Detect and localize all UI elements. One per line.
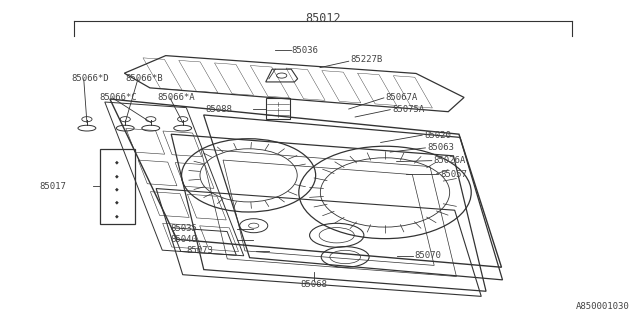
Text: 85067A: 85067A (386, 93, 418, 102)
Text: 85088: 85088 (205, 105, 232, 114)
Text: 85017: 85017 (39, 182, 66, 191)
Text: 85063: 85063 (428, 143, 454, 152)
Text: 85036: 85036 (291, 45, 318, 55)
Text: ◆: ◆ (115, 173, 119, 178)
Text: ◆: ◆ (115, 187, 119, 191)
Text: ◆: ◆ (115, 160, 119, 165)
Text: 85012: 85012 (305, 12, 341, 25)
Text: 85075A: 85075A (392, 105, 424, 114)
Text: 85066*B: 85066*B (125, 74, 163, 83)
Text: 85070: 85070 (415, 251, 442, 260)
Text: ◆: ◆ (115, 200, 119, 205)
Text: 85040: 85040 (170, 235, 197, 244)
Text: A850001030: A850001030 (576, 302, 630, 311)
Text: 85227B: 85227B (351, 55, 383, 64)
Text: 85020: 85020 (424, 131, 451, 140)
Text: 85057: 85057 (440, 170, 467, 179)
Text: 85066*D: 85066*D (71, 74, 109, 83)
Text: 85073: 85073 (186, 246, 212, 255)
Text: 85035: 85035 (170, 224, 197, 233)
Text: ◆: ◆ (115, 213, 119, 218)
Text: 85066*A: 85066*A (157, 93, 195, 102)
Text: 85066*C: 85066*C (100, 93, 138, 102)
Text: 85068: 85068 (301, 280, 328, 289)
Text: 85026A: 85026A (434, 156, 466, 165)
